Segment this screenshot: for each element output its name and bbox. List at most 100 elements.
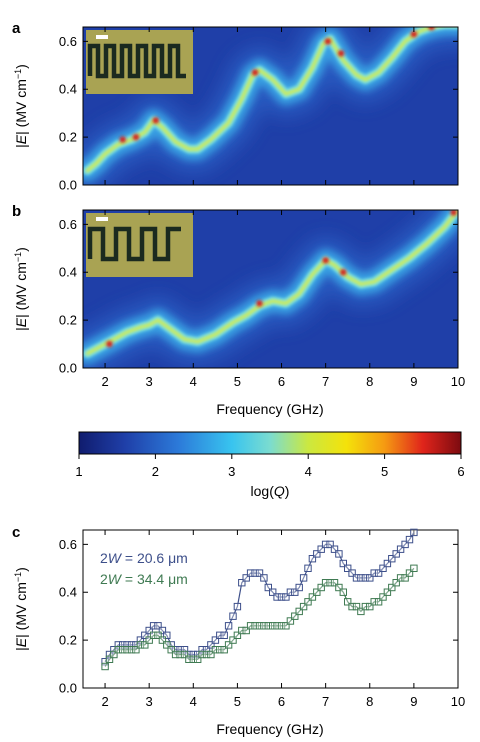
x-tick-label-b-7: 7 — [322, 374, 329, 389]
xlabel-c: Frequency (GHz) — [216, 721, 323, 737]
data-point-s0-56 — [348, 569, 356, 577]
y-tick-label-b-2: 0.4 — [59, 265, 77, 280]
data-point-s0-4 — [119, 641, 127, 649]
data-point-s1-59 — [361, 602, 370, 611]
data-point-s1-51 — [326, 579, 334, 587]
hot-spot-a-3 — [251, 69, 259, 76]
colorbar-ticks: 1 2 3 4 5 6 — [75, 454, 465, 479]
data-point-s1-15 — [167, 646, 175, 654]
data-point-s1-10 — [145, 636, 153, 644]
data-point-s1-60 — [366, 602, 374, 611]
data-point-s0-2 — [110, 646, 118, 654]
colorbar-tick-label-4: 4 — [305, 464, 312, 479]
colorbar-tick-label-3: 3 — [228, 464, 235, 479]
data-point-s1-43 — [291, 612, 299, 620]
data-point-s1-7 — [132, 646, 140, 654]
data-point-s0-51 — [326, 540, 334, 549]
data-point-s1-22 — [198, 650, 206, 659]
data-point-s0-33 — [246, 569, 255, 577]
data-point-s0-16 — [171, 646, 180, 654]
panel-c: c 2 3 4 5 6 7 8 9 10 0.0 0.2 0.4 0.6 2W = 20.6 μm 2W… — [12, 524, 465, 737]
data-point-s1-47 — [308, 593, 317, 601]
data-point-s1-70 — [410, 564, 418, 572]
data-point-s1-18 — [180, 650, 189, 659]
inset-b-scale-bar — [96, 217, 108, 221]
x-tick-label-b-4: 4 — [190, 374, 197, 389]
panel-letter-a: a — [12, 20, 21, 37]
data-point-s1-21 — [194, 655, 202, 663]
hot-spot-b-2 — [322, 257, 329, 264]
data-point-s0-28 — [224, 622, 233, 630]
data-point-s1-49 — [317, 583, 325, 592]
data-point-s1-62 — [374, 598, 383, 606]
data-point-s0-7 — [132, 641, 140, 649]
data-point-s0-31 — [238, 579, 246, 587]
data-point-s1-68 — [401, 574, 409, 582]
data-point-s0-5 — [123, 641, 131, 649]
axes-b: 2 3 4 5 6 7 8 9 10 0.0 0.2 0.4 0.6 — [59, 210, 465, 389]
data-point-s0-25 — [211, 636, 220, 644]
colorbar-tick-label-1: 1 — [75, 464, 82, 479]
legend-entry-34-4: 2W = 34.4 μm — [100, 571, 188, 587]
x-tick-label-c-7: 7 — [322, 694, 329, 709]
x-tick-label-b-3: 3 — [146, 374, 153, 389]
data-point-s0-66 — [392, 550, 400, 558]
data-point-s0-40 — [277, 593, 286, 601]
data-point-s1-34 — [251, 622, 259, 630]
inset-b-meander-electrode — [87, 226, 181, 262]
y-tick-label-c-3: 0.6 — [59, 537, 77, 552]
data-point-s0-21 — [194, 650, 202, 659]
colorbar-gradient — [78, 431, 462, 455]
heatmap-a — [83, 27, 458, 185]
line-series-c — [101, 528, 418, 671]
hot-spot-a-6 — [410, 30, 418, 38]
data-point-s1-41 — [282, 622, 290, 630]
hot-spot-a-5 — [337, 50, 345, 57]
data-point-s1-13 — [158, 636, 167, 644]
data-point-s0-43 — [291, 588, 299, 596]
data-point-s1-39 — [273, 622, 281, 630]
data-point-s1-69 — [405, 569, 414, 577]
data-point-s0-6 — [127, 641, 136, 649]
data-point-s1-63 — [379, 593, 387, 601]
x-tick-label-c-8: 8 — [366, 694, 373, 709]
data-point-s0-15 — [167, 641, 175, 649]
data-point-s1-30 — [233, 631, 242, 639]
data-point-s1-28 — [224, 641, 233, 649]
axes-frame-a — [82, 26, 459, 186]
colorbar-label: log(Q) — [251, 483, 290, 499]
data-point-s1-16 — [171, 650, 180, 659]
legend-entry-20-6: 2W = 20.6 μm — [100, 550, 188, 566]
data-point-s0-12 — [154, 622, 162, 630]
data-point-s0-32 — [242, 574, 250, 582]
data-point-s1-48 — [313, 588, 321, 596]
x-tick-label-b-6: 6 — [278, 374, 285, 389]
panel-b: b 2 3 4 5 6 7 8 9 10 0.0 0.2 0.4 0.6 |E| (MV cm−1) F… — [12, 203, 465, 417]
xlabel-b: Frequency (GHz) — [216, 401, 323, 417]
panel-a: a 0.0 0.2 0.4 0.6 |E| (MV cm−1) — [12, 20, 459, 193]
ylabel-a: |E| (MV cm−1) — [13, 64, 29, 148]
data-point-s1-57 — [352, 602, 361, 611]
data-point-s1-44 — [295, 607, 303, 616]
x-tick-label-c-5: 5 — [234, 694, 241, 709]
data-point-s0-63 — [379, 564, 387, 572]
panel-letter-c: c — [12, 524, 20, 541]
ridge-crest-b — [85, 210, 458, 356]
data-point-s0-68 — [401, 540, 409, 549]
hot-spot-b-4 — [450, 210, 457, 216]
data-point-s1-3 — [114, 646, 122, 654]
data-point-s0-30 — [233, 602, 242, 611]
data-point-s1-61 — [370, 598, 378, 606]
inset-a-meander-electrode — [87, 43, 186, 79]
data-point-s0-27 — [220, 631, 228, 639]
data-point-s0-53 — [335, 550, 343, 558]
data-point-s1-17 — [176, 650, 184, 659]
data-point-s0-61 — [370, 569, 378, 577]
data-point-s0-65 — [388, 555, 396, 563]
y-tick-label-a-3: 0.6 — [59, 34, 77, 49]
data-point-s0-22 — [198, 646, 206, 654]
y-tick-label-b-3: 0.6 — [59, 217, 77, 232]
x-tick-label-c-10: 10 — [451, 694, 465, 709]
inset-a-scale-bar — [96, 35, 108, 39]
y-tick-label-c-1: 0.2 — [59, 633, 77, 648]
